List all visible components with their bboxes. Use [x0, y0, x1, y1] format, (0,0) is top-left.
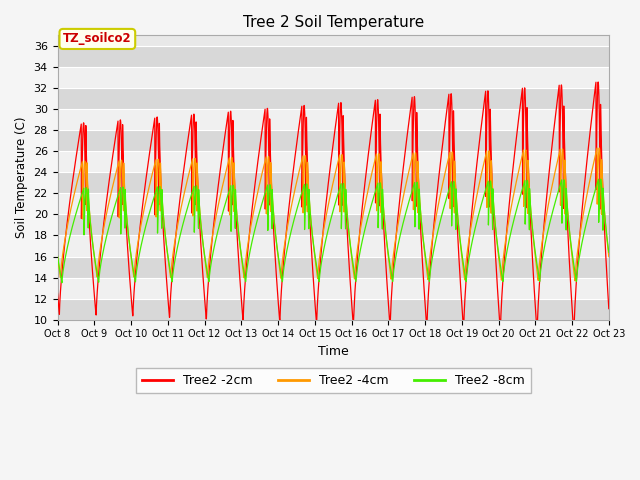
Bar	[58, 130, 609, 151]
Bar	[58, 109, 609, 130]
Y-axis label: Soil Temperature (C): Soil Temperature (C)	[15, 117, 28, 238]
Bar	[58, 172, 609, 193]
Bar	[58, 215, 609, 236]
X-axis label: Time: Time	[318, 345, 349, 358]
Legend: Tree2 -2cm, Tree2 -4cm, Tree2 -8cm: Tree2 -2cm, Tree2 -4cm, Tree2 -8cm	[136, 368, 531, 393]
Text: TZ_soilco2: TZ_soilco2	[63, 33, 132, 46]
Bar	[58, 193, 609, 215]
Bar	[58, 88, 609, 109]
Bar	[58, 46, 609, 67]
Bar	[58, 277, 609, 299]
Bar	[58, 299, 609, 320]
Bar	[58, 256, 609, 277]
Bar	[58, 151, 609, 172]
Bar	[58, 67, 609, 88]
Bar	[58, 236, 609, 256]
Title: Tree 2 Soil Temperature: Tree 2 Soil Temperature	[243, 15, 424, 30]
